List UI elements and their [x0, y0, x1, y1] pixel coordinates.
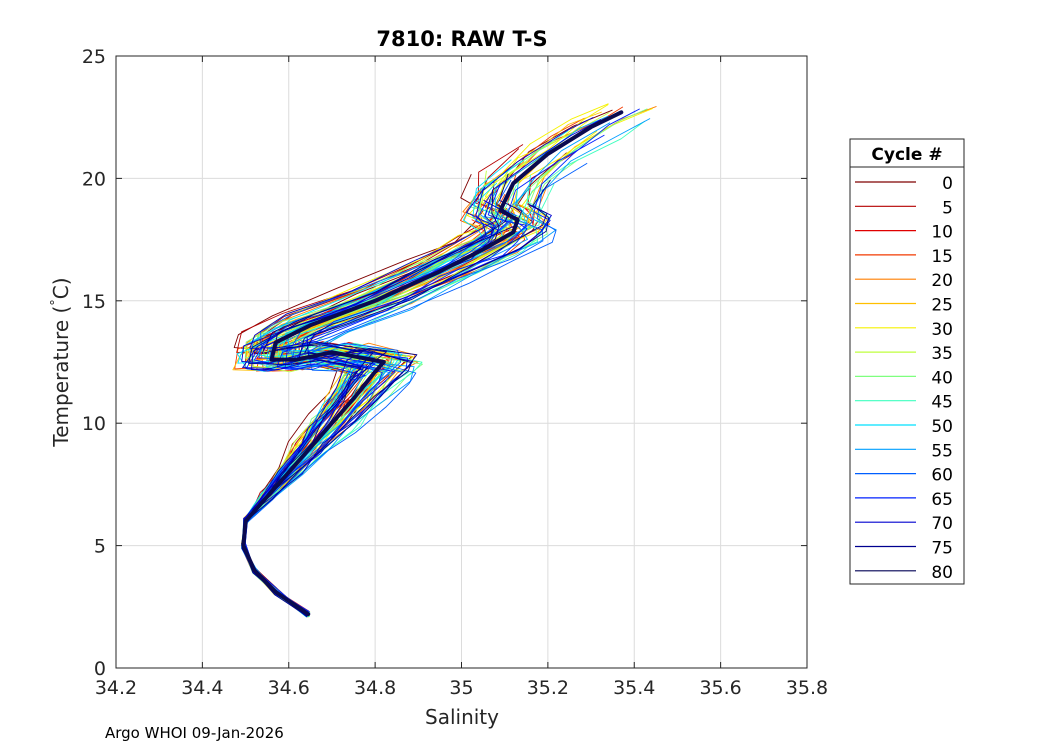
legend-label-cycle-60: 60	[931, 466, 953, 486]
legend-label-cycle-15: 15	[931, 247, 953, 267]
x-tick-label: 35	[449, 677, 473, 699]
legend-label-cycle-40: 40	[931, 368, 953, 388]
legend-title: Cycle #	[871, 145, 942, 165]
y-axis-label-text: Temperature (	[49, 306, 73, 448]
credit-text: Argo WHOI 09-Jan-2026	[105, 724, 284, 742]
x-tick-label: 35.2	[527, 677, 569, 699]
legend-label-cycle-25: 25	[931, 296, 953, 316]
legend-label-cycle-70: 70	[931, 514, 953, 534]
plot-area: 34.2 34.4 34.6 34.8 35 35.2 35.4 35.6 35.8 0 5 10 1…	[82, 46, 828, 699]
legend-label-cycle-55: 55	[931, 441, 953, 461]
x-tick-label: 34.4	[181, 677, 223, 699]
legend-label-cycle-50: 50	[931, 417, 953, 437]
x-tick-label: 34.2	[95, 677, 137, 699]
y-tick-label: 5	[94, 536, 106, 558]
legend-box	[849, 138, 965, 585]
x-tick-label: 35.8	[786, 677, 828, 699]
legend-label-cycle-75: 75	[931, 539, 953, 559]
legend-label-cycle-5: 5	[942, 198, 953, 218]
profile-line-cycle-59	[241, 118, 651, 615]
legend-label-cycle-20: 20	[931, 271, 953, 291]
x-tick-label: 34.8	[354, 677, 396, 699]
chart-title: 7810: RAW T-S	[376, 27, 547, 51]
y-axis-label-unit: C)	[49, 277, 73, 299]
legend-label-cycle-0: 0	[942, 174, 953, 194]
x-tick-label: 34.6	[268, 677, 310, 699]
grid-lines	[115, 55, 808, 669]
legend-label-cycle-80: 80	[931, 563, 953, 583]
legend-label-cycle-65: 65	[931, 490, 953, 510]
y-axis-label: Temperature (°C)	[49, 277, 73, 447]
x-axis-label: Salinity	[425, 705, 499, 729]
y-tick-label: 25	[82, 46, 106, 68]
x-tick-label: 35.4	[613, 677, 655, 699]
legend: Cycle # 0 5 10 15 20 25 30 35 40 45 50 55 60 65 70 75 80	[849, 138, 965, 585]
legend-label-cycle-35: 35	[931, 344, 953, 364]
legend-label-cycle-10: 10	[931, 223, 953, 243]
legend-label-cycle-45: 45	[931, 393, 953, 413]
y-tick-label: 10	[82, 413, 106, 435]
y-axis-label-degree: °	[49, 299, 64, 306]
x-tick-label: 35.6	[699, 677, 741, 699]
y-tick-label: 0	[94, 658, 106, 680]
latest-cycle-line	[241, 110, 624, 617]
y-tick-label: 15	[82, 291, 106, 313]
legend-label-cycle-30: 30	[931, 320, 953, 340]
y-axis-ticks: 0 5 10 15 20 25	[82, 46, 807, 680]
x-axis-ticks: 34.2 34.4 34.6 34.8 35 35.2 35.4 35.6 35.8	[95, 56, 828, 699]
legend-entries: 0 5 10 15 20 25 30 35 40 45 50 55 60 65 70 75 80	[855, 174, 953, 583]
y-tick-label: 20	[82, 168, 106, 190]
